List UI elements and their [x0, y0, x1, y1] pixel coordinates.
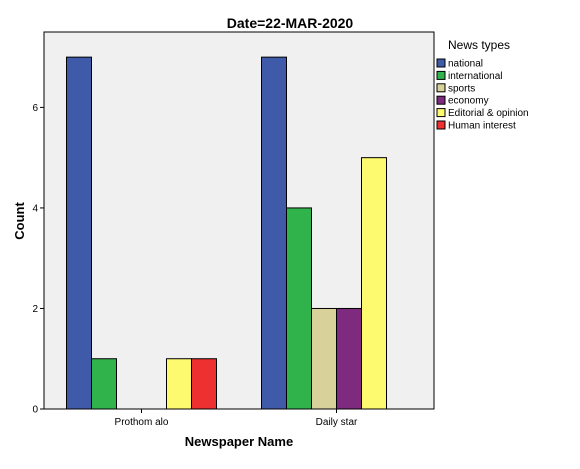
bar-editorial-opinion-daily-star: [361, 157, 387, 410]
legend-swatch: [436, 95, 446, 105]
legend-swatch: [436, 83, 446, 93]
legend-swatch: [436, 108, 446, 118]
y-tick-label: 4: [32, 203, 38, 214]
y-tick-label: 0: [32, 405, 38, 416]
legend-label: economy: [448, 96, 489, 107]
legend-title: News types: [448, 38, 510, 52]
x-axis: Prothom alo Daily star: [115, 409, 358, 428]
bars: [66, 56, 387, 410]
bar-international-prothom-alo: [91, 358, 117, 410]
x-tick-label: Daily star: [316, 417, 358, 428]
legend-swatch: [436, 70, 446, 80]
y-axis: 0 2 4 6: [32, 103, 44, 416]
x-axis-title: Newspaper Name: [185, 434, 293, 449]
bar-editorial-opinion-prothom-alo: [166, 358, 192, 410]
legend-swatch: [436, 120, 446, 130]
legend-label: national: [448, 59, 483, 70]
legend-swatch: [436, 58, 446, 68]
bar-economy-daily-star: [336, 307, 362, 410]
legend-label: sports: [448, 83, 475, 94]
bar-human-interest-prothom-alo: [191, 358, 217, 410]
bar-national-daily-star: [261, 56, 287, 410]
legend-label: international: [448, 71, 502, 82]
y-tick-label: 2: [32, 304, 38, 315]
y-tick-label: 6: [32, 103, 38, 114]
bar-international-daily-star: [286, 207, 312, 410]
bar-national-prothom-alo: [66, 56, 92, 410]
y-axis-title: Count: [12, 202, 27, 240]
chart-title: Date=22-MAR-2020: [227, 15, 354, 31]
legend-label: Human interest: [448, 121, 516, 132]
legend-label: Editorial & opinion: [448, 108, 529, 119]
x-tick-label: Prothom alo: [115, 417, 169, 428]
bar-sports-daily-star: [311, 307, 337, 410]
